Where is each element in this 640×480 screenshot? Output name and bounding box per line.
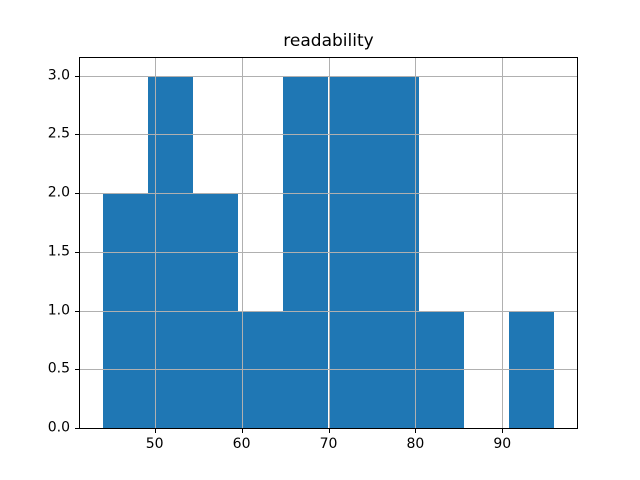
x-tick-label: 80 — [406, 436, 425, 452]
y-tick-mark — [75, 310, 79, 312]
x-tick-label: 90 — [493, 436, 512, 452]
histogram-bar — [418, 310, 465, 428]
y-tick-mark — [75, 193, 79, 195]
x-gridline — [415, 58, 417, 428]
x-tick-label: 50 — [145, 436, 164, 452]
y-tick-mark — [75, 369, 79, 371]
grid-layer — [80, 58, 577, 428]
x-tick-label: 60 — [232, 436, 251, 452]
y-gridline — [80, 193, 577, 195]
y-gridline — [80, 310, 577, 312]
y-tick-label: 2.5 — [47, 125, 70, 142]
y-tick-label: 1.0 — [47, 302, 70, 318]
x-tick-label: 70 — [319, 436, 338, 452]
y-gridline — [80, 369, 577, 371]
y-tick-label: 0.5 — [47, 360, 70, 377]
x-tick-mark — [502, 429, 504, 433]
histogram-bar — [238, 310, 284, 428]
y-tick-mark — [75, 134, 79, 136]
histogram-bar — [509, 310, 555, 428]
y-tick-label: 3.0 — [47, 67, 70, 84]
x-tick-mark — [241, 429, 243, 433]
x-tick-mark — [415, 429, 417, 433]
y-tick-label: 1.5 — [47, 243, 70, 260]
x-tick-mark — [154, 429, 156, 433]
y-gridline — [80, 251, 577, 253]
chart-title: readability — [283, 31, 374, 51]
y-tick-mark — [75, 75, 79, 77]
x-gridline — [502, 58, 504, 428]
y-tick-label: 0.0 — [47, 419, 70, 436]
y-gridline — [80, 134, 577, 136]
y-tick-label: 2.0 — [47, 184, 70, 201]
x-gridline — [154, 58, 156, 428]
x-tick-mark — [328, 429, 330, 433]
x-gridline — [241, 58, 243, 428]
x-gridline — [328, 58, 330, 428]
y-tick-mark — [75, 251, 79, 253]
y-gridline — [80, 75, 577, 77]
y-tick-mark — [75, 428, 79, 429]
plot-area — [79, 57, 578, 429]
